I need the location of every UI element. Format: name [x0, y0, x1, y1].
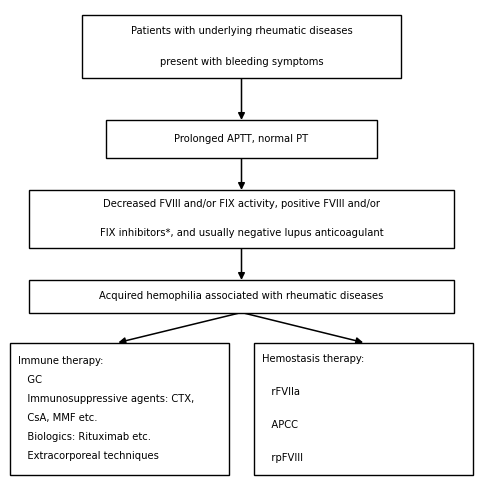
Text: Patients with underlying rheumatic diseases: Patients with underlying rheumatic disea… [130, 26, 353, 36]
Text: Extracorporeal techniques: Extracorporeal techniques [18, 451, 159, 461]
Text: FIX inhibitors*, and usually negative lupus anticoagulant: FIX inhibitors*, and usually negative lu… [99, 228, 384, 238]
Text: rFVIIa: rFVIIa [262, 387, 300, 397]
Text: GC: GC [18, 376, 43, 386]
Text: Immune therapy:: Immune therapy: [18, 356, 104, 366]
Text: Biologics: Rituximab etc.: Biologics: Rituximab etc. [18, 432, 151, 442]
Text: Decreased FVIII and/or FIX activity, positive FVIII and/or: Decreased FVIII and/or FIX activity, pos… [103, 200, 380, 209]
FancyBboxPatch shape [106, 120, 377, 158]
Text: Prolonged APTT, normal PT: Prolonged APTT, normal PT [174, 134, 309, 144]
Text: CsA, MMF etc.: CsA, MMF etc. [18, 413, 98, 423]
FancyBboxPatch shape [82, 15, 401, 78]
Text: Acquired hemophilia associated with rheumatic diseases: Acquired hemophilia associated with rheu… [99, 291, 384, 301]
Text: Hemostasis therapy:: Hemostasis therapy: [262, 354, 365, 364]
Text: APCC: APCC [262, 420, 298, 430]
FancyBboxPatch shape [29, 280, 454, 312]
Text: Immunosuppressive agents: CTX,: Immunosuppressive agents: CTX, [18, 394, 195, 404]
Text: present with bleeding symptoms: present with bleeding symptoms [160, 57, 323, 67]
FancyBboxPatch shape [254, 342, 473, 475]
Text: rpFVIII: rpFVIII [262, 454, 303, 464]
FancyBboxPatch shape [10, 342, 229, 475]
FancyBboxPatch shape [29, 190, 454, 248]
